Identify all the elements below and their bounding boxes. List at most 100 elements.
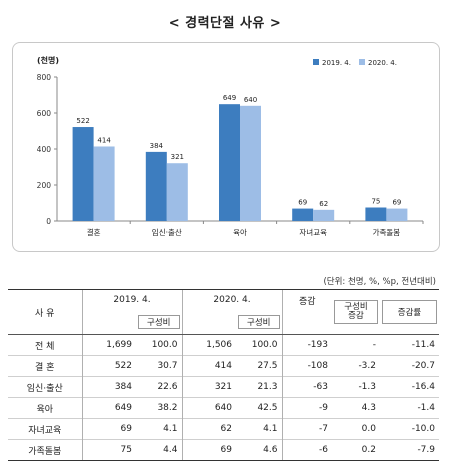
cell-2019: 69 — [81, 418, 136, 440]
bar — [145, 151, 167, 221]
cell-2019: 384 — [81, 376, 136, 398]
bar-data-label: 522 — [76, 117, 89, 125]
bar-data-label: 69 — [392, 199, 401, 207]
bar — [313, 209, 335, 221]
bar — [93, 146, 115, 221]
cell-rate: -1.4 — [380, 397, 439, 419]
y-unit-label: (천명) — [37, 55, 59, 65]
cell-share-2019: 30.7 — [136, 355, 182, 377]
bar-data-label: 75 — [371, 198, 380, 206]
x-tick-label: 육아 — [233, 227, 247, 237]
cell-share-change: -3.2 — [332, 355, 380, 377]
bar-data-label: 62 — [319, 200, 328, 208]
header-2019: 2019. 4. — [81, 289, 182, 310]
cell-share-2020: 27.5 — [236, 355, 282, 377]
cell-share-2020: 42.5 — [236, 397, 282, 419]
cell-2019: 649 — [81, 397, 136, 419]
x-tick-label: 가족돌봄 — [373, 228, 401, 237]
cell-2020: 1,506 — [181, 334, 236, 356]
page-title: < 경력단절 사유 > — [168, 16, 282, 31]
header-reason: 사 유 — [8, 289, 82, 335]
y-tick-label: 0 — [46, 217, 51, 226]
cell-rate: -11.4 — [380, 334, 439, 356]
table-row: 육아 649 38.2 640 42.5 -9 4.3 -1.4 — [8, 397, 439, 419]
legend-label: 2020. 4. — [368, 59, 397, 67]
cell-share-change: - — [332, 334, 380, 356]
header-share-2019: 구성비 — [138, 315, 180, 329]
cell-share-2019: 4.1 — [136, 418, 182, 440]
cell-rate: -16.4 — [380, 376, 439, 398]
header-share-change: 구성비 증감 — [334, 300, 378, 324]
cell-change: -7 — [281, 418, 332, 440]
cell-share-change: 0.0 — [332, 418, 380, 440]
cell-2020: 321 — [181, 376, 236, 398]
cell-share-2019: 100.0 — [136, 334, 182, 356]
cell-share-2019: 38.2 — [136, 397, 182, 419]
cell-share-2020: 21.3 — [236, 376, 282, 398]
cell-2019: 1,699 — [81, 334, 136, 356]
cell-2020: 62 — [181, 418, 236, 440]
cell-2019: 75 — [81, 439, 136, 461]
bar-data-label: 414 — [97, 136, 111, 144]
cell-share-change: 4.3 — [332, 397, 380, 419]
bar — [72, 127, 94, 221]
chart-panel: (천명) 0 200 400 600 800 522 414 결혼 384 321 임신·출산 649 6… — [12, 42, 440, 252]
x-tick-label: 임신·출산 — [152, 227, 182, 237]
bar — [386, 208, 408, 221]
header-2020: 2020. 4. — [181, 289, 282, 310]
x-tick-label: 자녀교육 — [299, 228, 327, 237]
bar-data-label: 649 — [223, 94, 236, 102]
row-label: 임신·출산 — [8, 376, 82, 398]
legend-swatch — [359, 59, 365, 65]
x-tick-label: 결혼 — [87, 227, 101, 237]
row-label: 자녀교육 — [8, 418, 82, 440]
unit-note: (단위: 천명, %, %p, 전년대비) — [323, 277, 436, 287]
bar-data-label: 321 — [171, 153, 184, 161]
bar-data-label: 69 — [298, 199, 307, 207]
cell-2020: 414 — [181, 355, 236, 377]
row-label: 가족돌봄 — [8, 439, 82, 461]
table-row: 전 체 1,699 100.0 1,506 100.0 -193 - -11.4 — [8, 334, 439, 356]
header-change: 증감 — [281, 289, 332, 310]
header-share-2020: 구성비 — [238, 315, 280, 329]
y-tick-label: 600 — [37, 109, 52, 118]
cell-share-2019: 4.4 — [136, 439, 182, 461]
y-tick-label: 200 — [37, 181, 52, 190]
y-tick-label: 800 — [37, 73, 52, 82]
cell-rate: -20.7 — [380, 355, 439, 377]
bar-data-label: 384 — [150, 142, 164, 150]
cell-share-change: 0.2 — [332, 439, 380, 461]
cell-share-2020: 4.1 — [236, 418, 282, 440]
cell-2020: 69 — [181, 439, 236, 461]
table-row: 자녀교육 69 4.1 62 4.1 -7 0.0 -10.0 — [8, 418, 439, 440]
table-body: 전 체 1,699 100.0 1,506 100.0 -193 - -11.4… — [8, 334, 439, 461]
cell-2019: 522 — [81, 355, 136, 377]
bar — [365, 207, 387, 221]
cell-change: -108 — [281, 355, 332, 377]
cell-rate: -10.0 — [380, 418, 439, 440]
cell-share-change: -1.3 — [332, 376, 380, 398]
cell-share-2019: 22.6 — [136, 376, 182, 398]
legend-label: 2019. 4. — [322, 59, 351, 67]
table-row: 가족돌봄 75 4.4 69 4.6 -6 0.2 -7.9 — [8, 439, 439, 461]
cell-rate: -7.9 — [380, 439, 439, 461]
table-header-row-1: 사 유 2019. 4. 2020. 4. 증감 구성비 증감 증감률 — [8, 289, 439, 335]
data-table: 사 유 2019. 4. 2020. 4. 증감 구성비 증감 증감률 구성비 … — [8, 289, 439, 461]
bar-chart: (천명) 0 200 400 600 800 522 414 결혼 384 321 임신·출산 649 6… — [37, 55, 424, 237]
legend-swatch — [313, 59, 319, 65]
bar — [166, 163, 188, 221]
bar — [219, 104, 240, 221]
cell-change: -9 — [281, 397, 332, 419]
cell-share-2020: 100.0 — [236, 334, 282, 356]
cell-share-2020: 4.6 — [236, 439, 282, 461]
y-tick-label: 400 — [37, 145, 52, 154]
bar — [240, 105, 261, 221]
header-rate: 증감률 — [382, 300, 437, 324]
table-row: 임신·출산 384 22.6 321 21.3 -63 -1.3 -16.4 — [8, 376, 439, 398]
bar — [292, 208, 314, 221]
row-label: 전 체 — [8, 334, 82, 356]
table-row: 결 혼 522 30.7 414 27.5 -108 -3.2 -20.7 — [8, 355, 439, 377]
bar-data-label: 640 — [244, 96, 257, 104]
row-label: 결 혼 — [8, 355, 82, 377]
row-label: 육아 — [8, 397, 82, 419]
